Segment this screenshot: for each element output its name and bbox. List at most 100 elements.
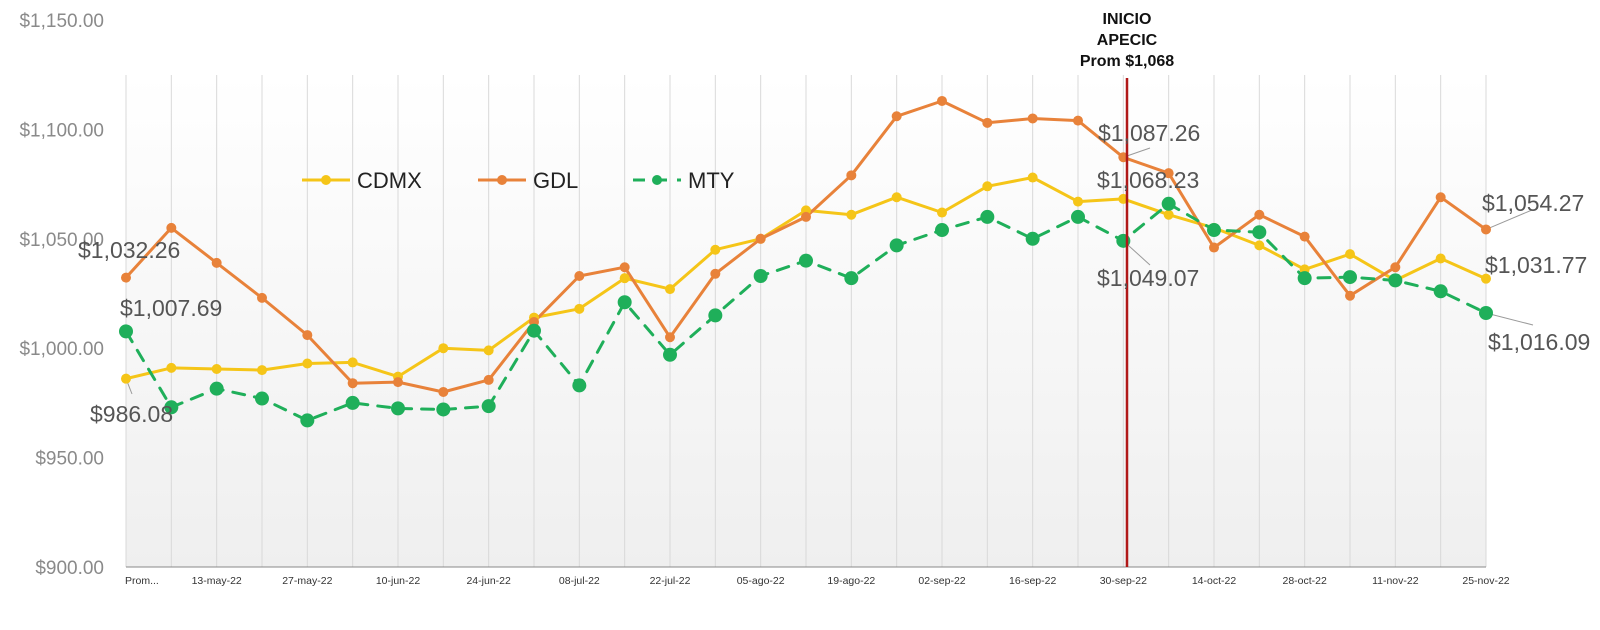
data-point-cdmx: [1435, 253, 1446, 264]
data-point-mty: [1025, 231, 1040, 246]
data-point-mty: [1433, 284, 1448, 299]
data-point-gdl: [891, 111, 902, 122]
marker-label: APECIC: [1097, 32, 1158, 49]
data-point-mty: [300, 413, 315, 428]
y-tick-label: $950.00: [35, 449, 104, 470]
data-point-cdmx: [982, 181, 993, 192]
data-point-gdl: [1390, 262, 1401, 273]
data-point-mty: [164, 400, 179, 415]
marker-label: Prom $1,068: [1080, 53, 1174, 70]
x-tick-label: 10-jun-22: [376, 575, 421, 587]
data-point-cdmx: [257, 365, 267, 376]
data-point-mty: [753, 268, 768, 283]
data-point-mty: [663, 347, 677, 362]
legend-swatch-marker: [652, 175, 662, 185]
legend-swatch-marker: [321, 175, 331, 185]
data-point-cdmx: [347, 357, 358, 368]
data-point-gdl: [619, 262, 630, 273]
callout-leader-line: [1485, 209, 1533, 230]
data-point-cdmx: [1163, 209, 1174, 220]
marker-label: INICIO: [1103, 11, 1152, 28]
data-point-mty: [391, 401, 405, 416]
data-point-gdl: [1073, 115, 1083, 126]
data-point-cdmx: [574, 303, 585, 314]
data-point-cdmx: [846, 209, 857, 220]
data-point-gdl: [846, 170, 857, 181]
data-point-gdl: [1435, 192, 1446, 203]
y-tick-label: $900.00: [35, 558, 104, 579]
data-point-gdl: [665, 332, 675, 343]
data-point-gdl: [1027, 113, 1038, 124]
y-tick-label: $1,000.00: [19, 339, 104, 360]
x-tick-label: 27-may-22: [282, 575, 332, 587]
data-point-mty: [209, 381, 224, 396]
value-callout: $986.08: [90, 401, 173, 427]
data-point-cdmx: [121, 373, 131, 384]
data-point-gdl: [1254, 209, 1265, 220]
x-tick-label: 30-sep-22: [1100, 575, 1147, 587]
data-point-gdl: [347, 378, 358, 389]
data-point-cdmx: [1481, 273, 1491, 284]
data-point-gdl: [710, 268, 721, 279]
data-point-mty: [1207, 223, 1221, 238]
data-point-mty: [1071, 209, 1085, 224]
data-point-mty: [1388, 273, 1403, 288]
data-point-gdl: [1299, 231, 1310, 242]
y-tick-label: $1,100.00: [19, 120, 104, 141]
value-callout: $1,031.77: [1485, 252, 1587, 278]
x-tick-label: 28-oct-22: [1282, 575, 1327, 587]
data-point-mty: [436, 402, 451, 417]
data-point-gdl: [801, 211, 811, 222]
x-tick-label: 05-ago-22: [737, 575, 785, 587]
data-point-gdl: [1345, 290, 1355, 301]
data-point-mty: [617, 295, 632, 310]
x-tick-label: 13-may-22: [192, 575, 242, 587]
data-point-cdmx: [1345, 249, 1355, 260]
x-tick-label: 25-nov-22: [1462, 575, 1509, 587]
data-point-mty: [1252, 225, 1267, 240]
x-tick-label: 08-jul-22: [559, 575, 600, 587]
data-point-cdmx: [166, 362, 177, 373]
data-point-cdmx: [1254, 240, 1265, 251]
data-point-cdmx: [710, 244, 721, 255]
data-point-mty: [1479, 305, 1493, 320]
data-point-gdl: [937, 95, 947, 106]
x-tick-label: 16-sep-22: [1009, 575, 1056, 587]
data-point-gdl: [302, 330, 313, 341]
x-tick-label: 22-jul-22: [650, 575, 691, 587]
data-point-gdl: [393, 377, 403, 388]
value-callout: $1,049.07: [1097, 265, 1199, 291]
x-tick-label: 19-ago-22: [827, 575, 875, 587]
data-point-cdmx: [1027, 172, 1038, 183]
data-point-mty: [1297, 271, 1312, 286]
value-callout: $1,016.09: [1488, 329, 1590, 355]
legend-swatch-marker: [497, 175, 507, 185]
data-point-cdmx: [302, 358, 313, 369]
y-tick-label: $1,150.00: [19, 11, 104, 32]
data-point-cdmx: [438, 343, 449, 354]
data-point-mty: [481, 399, 496, 414]
value-callout: $1,054.27: [1482, 190, 1584, 216]
data-point-gdl: [166, 222, 177, 233]
x-tick-label: 11-nov-22: [1372, 575, 1419, 587]
data-point-cdmx: [665, 284, 675, 295]
data-point-mty: [1161, 196, 1176, 211]
data-point-cdmx: [937, 207, 947, 218]
data-point-gdl: [1481, 224, 1491, 235]
legend-label: MTY: [688, 168, 735, 193]
data-point-cdmx: [483, 345, 494, 356]
data-point-gdl: [211, 257, 222, 268]
data-point-cdmx: [619, 273, 630, 284]
data-point-mty: [119, 324, 133, 339]
legend-label: CDMX: [357, 168, 422, 193]
data-point-gdl: [755, 233, 766, 244]
legend-label: GDL: [533, 168, 578, 193]
value-callout: $1,032.26: [78, 237, 180, 263]
value-callout: $1,068.23: [1097, 167, 1199, 193]
data-point-mty: [572, 378, 587, 393]
data-point-mty: [708, 308, 723, 323]
value-callout: $1,087.26: [1098, 120, 1200, 146]
x-tick-label: Prom...: [125, 575, 159, 587]
data-point-mty: [255, 391, 269, 406]
